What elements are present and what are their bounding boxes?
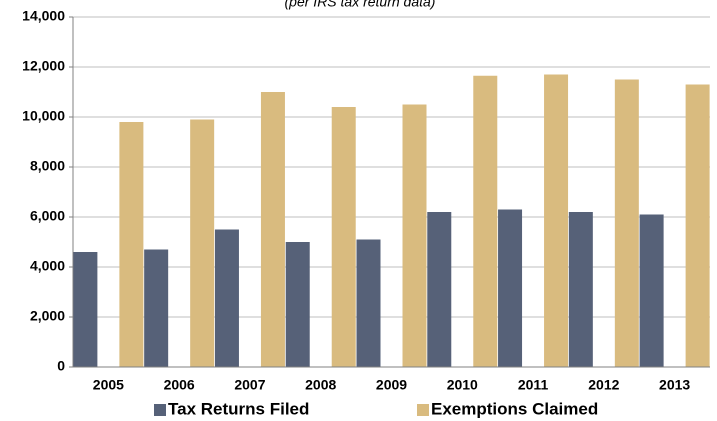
bar <box>402 104 427 367</box>
x-tick-label: 2012 <box>588 377 619 393</box>
legend-label: Tax Returns Filed <box>168 399 309 418</box>
bar <box>190 119 215 367</box>
bar <box>73 252 98 367</box>
x-tick-label: 2013 <box>659 377 690 393</box>
y-tick-label: 0 <box>57 358 65 374</box>
bar <box>119 122 144 367</box>
legend-swatch <box>154 404 166 416</box>
bar <box>544 74 569 367</box>
bar <box>498 209 523 367</box>
bar <box>427 212 452 367</box>
x-tick-label: 2006 <box>164 377 195 393</box>
bar <box>285 242 310 367</box>
bar <box>639 214 664 367</box>
y-tick-label: 8,000 <box>30 158 65 174</box>
y-tick-label: 12,000 <box>22 58 65 74</box>
bar <box>214 229 239 367</box>
legend-swatch <box>417 404 429 416</box>
x-tick-label: 2009 <box>376 377 407 393</box>
legend-label: Exemptions Claimed <box>431 399 598 418</box>
bar <box>614 79 639 367</box>
bar <box>331 107 356 367</box>
bar <box>568 212 593 367</box>
chart-subtitle: (per IRS tax return data) <box>285 0 436 10</box>
y-tick-label: 10,000 <box>22 108 65 124</box>
y-tick-label: 2,000 <box>30 308 65 324</box>
y-tick-label: 14,000 <box>22 8 65 24</box>
x-tick-label: 2007 <box>234 377 265 393</box>
bar <box>473 75 498 367</box>
x-tick-label: 2011 <box>518 377 549 393</box>
bar <box>260 92 285 367</box>
y-tick-label: 6,000 <box>30 208 65 224</box>
bar <box>356 239 381 367</box>
x-tick-label: 2008 <box>305 377 336 393</box>
x-tick-label: 2010 <box>447 377 478 393</box>
y-tick-label: 4,000 <box>30 258 65 274</box>
bar <box>685 84 710 367</box>
bar <box>144 249 169 367</box>
x-tick-label: 2005 <box>93 377 124 393</box>
